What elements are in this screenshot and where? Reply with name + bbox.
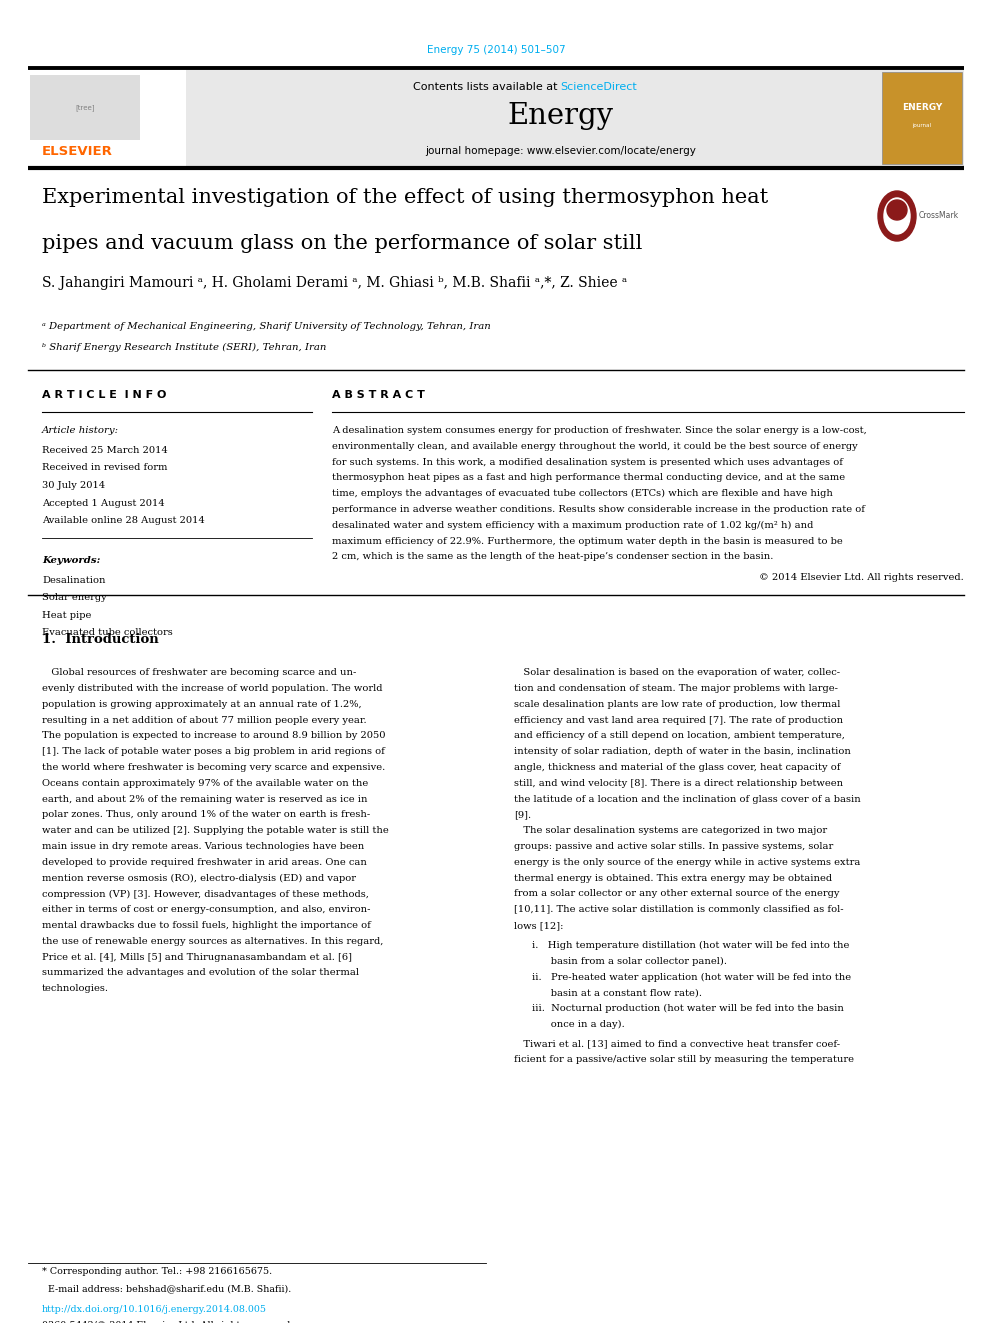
Text: main issue in dry remote areas. Various technologies have been: main issue in dry remote areas. Various … <box>42 841 364 851</box>
Text: the world where freshwater is becoming very scarce and expensive.: the world where freshwater is becoming v… <box>42 763 385 773</box>
Text: ficient for a passive/active solar still by measuring the temperature: ficient for a passive/active solar still… <box>514 1056 854 1065</box>
Text: population is growing approximately at an annual rate of 1.2%,: population is growing approximately at a… <box>42 700 362 709</box>
Text: 2 cm, which is the same as the length of the heat-pipe’s condenser section in th: 2 cm, which is the same as the length of… <box>332 553 774 561</box>
Text: Tiwari et al. [13] aimed to find a convective heat transfer coef-: Tiwari et al. [13] aimed to find a conve… <box>514 1040 840 1049</box>
Text: scale desalination plants are low rate of production, low thermal: scale desalination plants are low rate o… <box>514 700 840 709</box>
Text: iii.  Nocturnal production (hot water will be fed into the basin: iii. Nocturnal production (hot water wil… <box>532 1004 844 1013</box>
Text: A desalination system consumes energy for production of freshwater. Since the so: A desalination system consumes energy fo… <box>332 426 867 435</box>
Text: i.   High temperature distillation (hot water will be fed into the: i. High temperature distillation (hot wa… <box>532 941 849 950</box>
Text: ScienceDirect: ScienceDirect <box>560 82 637 93</box>
Text: and efficiency of a still depend on location, ambient temperature,: and efficiency of a still depend on loca… <box>514 732 845 741</box>
Text: thermal energy is obtained. This extra energy may be obtained: thermal energy is obtained. This extra e… <box>514 873 832 882</box>
Text: maximum efficiency of 22.9%. Furthermore, the optimum water depth in the basin i: maximum efficiency of 22.9%. Furthermore… <box>332 537 843 545</box>
Text: A B S T R A C T: A B S T R A C T <box>332 390 425 400</box>
Text: A R T I C L E  I N F O: A R T I C L E I N F O <box>42 390 167 400</box>
Text: summarized the advantages and evolution of the solar thermal: summarized the advantages and evolution … <box>42 968 359 978</box>
Text: tion and condensation of steam. The major problems with large-: tion and condensation of steam. The majo… <box>514 684 838 693</box>
Text: ii.   Pre-heated water application (hot water will be fed into the: ii. Pre-heated water application (hot wa… <box>532 972 851 982</box>
Text: 30 July 2014: 30 July 2014 <box>42 482 105 490</box>
Ellipse shape <box>878 191 916 241</box>
Text: Oceans contain approximately 97% of the available water on the: Oceans contain approximately 97% of the … <box>42 779 368 787</box>
Ellipse shape <box>887 200 907 220</box>
Text: http://dx.doi.org/10.1016/j.energy.2014.08.005: http://dx.doi.org/10.1016/j.energy.2014.… <box>42 1304 267 1314</box>
Text: Desalination: Desalination <box>42 576 105 585</box>
Text: Price et al. [4], Mills [5] and Thirugnanasambandam et al. [6]: Price et al. [4], Mills [5] and Thirugna… <box>42 953 352 962</box>
Text: Energy 75 (2014) 501–507: Energy 75 (2014) 501–507 <box>427 45 565 56</box>
Text: [1]. The lack of potable water poses a big problem in arid regions of: [1]. The lack of potable water poses a b… <box>42 747 385 757</box>
FancyBboxPatch shape <box>28 67 186 168</box>
Text: developed to provide required freshwater in arid areas. One can: developed to provide required freshwater… <box>42 857 367 867</box>
Text: mental drawbacks due to fossil fuels, highlight the importance of: mental drawbacks due to fossil fuels, hi… <box>42 921 371 930</box>
Text: Heat pipe: Heat pipe <box>42 610 91 619</box>
Text: ELSEVIER: ELSEVIER <box>42 146 113 157</box>
Text: intensity of solar radiation, depth of water in the basin, inclination: intensity of solar radiation, depth of w… <box>514 747 851 757</box>
Text: 0360-5442/© 2014 Elsevier Ltd. All rights reserved.: 0360-5442/© 2014 Elsevier Ltd. All right… <box>42 1320 294 1323</box>
Text: energy is the only source of the energy while in active systems extra: energy is the only source of the energy … <box>514 857 860 867</box>
Text: the latitude of a location and the inclination of glass cover of a basin: the latitude of a location and the incli… <box>514 795 861 803</box>
Text: evenly distributed with the increase of world population. The world: evenly distributed with the increase of … <box>42 684 383 693</box>
Text: Global resources of freshwater are becoming scarce and un-: Global resources of freshwater are becom… <box>42 668 356 677</box>
Text: efficiency and vast land area required [7]. The rate of production: efficiency and vast land area required [… <box>514 716 843 725</box>
Text: earth, and about 2% of the remaining water is reserved as ice in: earth, and about 2% of the remaining wat… <box>42 795 367 803</box>
FancyBboxPatch shape <box>30 75 140 140</box>
Text: Solar desalination is based on the evaporation of water, collec-: Solar desalination is based on the evapo… <box>514 668 840 677</box>
Text: lows [12]:: lows [12]: <box>514 921 563 930</box>
Text: 1.  Introduction: 1. Introduction <box>42 634 159 646</box>
Text: The population is expected to increase to around 8.9 billion by 2050: The population is expected to increase t… <box>42 732 386 741</box>
Text: Evacuated tube collectors: Evacuated tube collectors <box>42 628 173 636</box>
FancyBboxPatch shape <box>28 67 964 168</box>
Text: pipes and vacuum glass on the performance of solar still: pipes and vacuum glass on the performanc… <box>42 234 643 253</box>
Text: Contents lists available at: Contents lists available at <box>413 82 560 93</box>
Text: from a solar collector or any other external source of the energy: from a solar collector or any other exte… <box>514 889 839 898</box>
Text: environmentally clean, and available energy throughout the world, it could be th: environmentally clean, and available ene… <box>332 442 858 451</box>
Text: Received in revised form: Received in revised form <box>42 463 168 472</box>
Text: compression (VP) [3]. However, disadvantages of these methods,: compression (VP) [3]. However, disadvant… <box>42 889 369 898</box>
Text: ᵃ Department of Mechanical Engineering, Sharif University of Technology, Tehran,: ᵃ Department of Mechanical Engineering, … <box>42 321 491 331</box>
Text: S. Jahangiri Mamouri ᵃ, H. Gholami Derami ᵃ, M. Ghiasi ᵇ, M.B. Shafii ᵃ,*, Z. Sh: S. Jahangiri Mamouri ᵃ, H. Gholami Deram… <box>42 277 627 290</box>
Text: time, employs the advantages of evacuated tube collectors (ETCs) which are flexi: time, employs the advantages of evacuate… <box>332 490 833 499</box>
Text: Received 25 March 2014: Received 25 March 2014 <box>42 446 168 455</box>
Text: [9].: [9]. <box>514 811 531 819</box>
Text: [tree]: [tree] <box>75 105 95 111</box>
Text: Article history:: Article history: <box>42 426 119 435</box>
Text: polar zones. Thus, only around 1% of the water on earth is fresh-: polar zones. Thus, only around 1% of the… <box>42 811 370 819</box>
Text: thermosyphon heat pipes as a fast and high performance thermal conducting device: thermosyphon heat pipes as a fast and hi… <box>332 474 845 483</box>
Ellipse shape <box>884 198 910 234</box>
Text: Solar energy: Solar energy <box>42 593 107 602</box>
Text: © 2014 Elsevier Ltd. All rights reserved.: © 2014 Elsevier Ltd. All rights reserved… <box>759 573 964 582</box>
Text: for such systems. In this work, a modified desalination system is presented whic: for such systems. In this work, a modifi… <box>332 458 843 467</box>
Text: E-mail address: behshad@sharif.edu (M.B. Shafii).: E-mail address: behshad@sharif.edu (M.B.… <box>42 1285 292 1293</box>
Text: resulting in a net addition of about 77 million people every year.: resulting in a net addition of about 77 … <box>42 716 367 725</box>
Text: once in a day).: once in a day). <box>532 1020 625 1029</box>
Text: [10,11]. The active solar distillation is commonly classified as fol-: [10,11]. The active solar distillation i… <box>514 905 843 914</box>
Text: CrossMark: CrossMark <box>919 212 959 221</box>
Text: Available online 28 August 2014: Available online 28 August 2014 <box>42 516 204 525</box>
Text: ᵇ Sharif Energy Research Institute (SERI), Tehran, Iran: ᵇ Sharif Energy Research Institute (SERI… <box>42 343 326 352</box>
Text: mention reverse osmosis (RO), electro-dialysis (ED) and vapor: mention reverse osmosis (RO), electro-di… <box>42 873 356 882</box>
Text: groups: passive and active solar stills. In passive systems, solar: groups: passive and active solar stills.… <box>514 841 833 851</box>
Text: Accepted 1 August 2014: Accepted 1 August 2014 <box>42 499 165 508</box>
Text: either in terms of cost or energy-consumption, and also, environ-: either in terms of cost or energy-consum… <box>42 905 370 914</box>
Text: basin at a constant flow rate).: basin at a constant flow rate). <box>532 988 702 998</box>
Text: performance in adverse weather conditions. Results show considerable increase in: performance in adverse weather condition… <box>332 505 865 515</box>
Text: The solar desalination systems are categorized in two major: The solar desalination systems are categ… <box>514 826 827 835</box>
Text: Experimental investigation of the effect of using thermosyphon heat: Experimental investigation of the effect… <box>42 188 768 206</box>
Text: Keywords:: Keywords: <box>42 556 100 565</box>
Text: technologies.: technologies. <box>42 984 109 994</box>
Text: ENERGY: ENERGY <box>902 103 942 112</box>
Text: the use of renewable energy sources as alternatives. In this regard,: the use of renewable energy sources as a… <box>42 937 383 946</box>
Text: water and can be utilized [2]. Supplying the potable water is still the: water and can be utilized [2]. Supplying… <box>42 826 389 835</box>
Text: Energy: Energy <box>508 102 613 130</box>
Text: * Corresponding author. Tel.: +98 2166165675.: * Corresponding author. Tel.: +98 216616… <box>42 1267 272 1275</box>
Text: desalinated water and system efficiency with a maximum production rate of 1.02 k: desalinated water and system efficiency … <box>332 521 813 531</box>
Text: angle, thickness and material of the glass cover, heat capacity of: angle, thickness and material of the gla… <box>514 763 840 773</box>
Text: basin from a solar collector panel).: basin from a solar collector panel). <box>532 957 727 966</box>
Text: journal homepage: www.elsevier.com/locate/energy: journal homepage: www.elsevier.com/locat… <box>425 146 696 156</box>
FancyBboxPatch shape <box>882 71 962 164</box>
Text: still, and wind velocity [8]. There is a direct relationship between: still, and wind velocity [8]. There is a… <box>514 779 843 787</box>
Text: journal: journal <box>913 123 931 128</box>
